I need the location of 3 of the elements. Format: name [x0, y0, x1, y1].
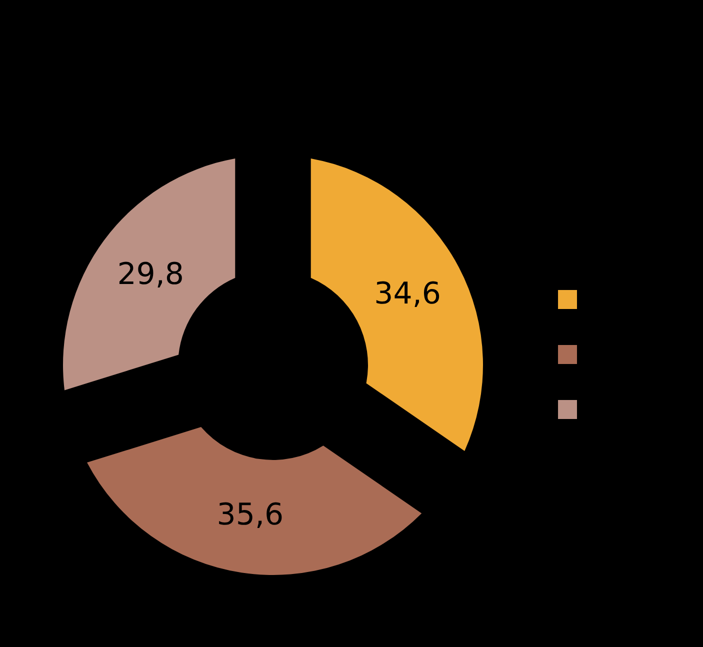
- data-label: 29,8: [117, 256, 184, 292]
- data-label: 35,6: [216, 497, 284, 532]
- data-label: 34,6: [374, 276, 441, 312]
